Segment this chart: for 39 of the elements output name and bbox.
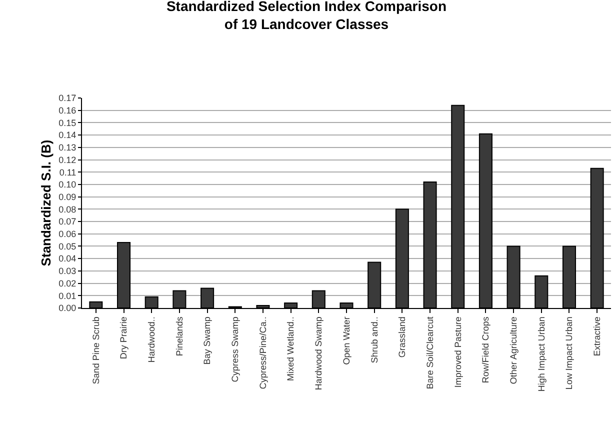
x-tick-label: Cypress/Pine/Ca.. <box>258 316 268 390</box>
y-tick-label: 0.06 <box>58 229 76 240</box>
x-tick-label: Cypress Swamp <box>230 316 240 382</box>
x-tick-label: Bare Soil/Clearcut <box>424 316 435 390</box>
x-tick-label: Bay Swamp <box>202 316 212 365</box>
x-tick-label: Sand Pine Scrub <box>90 316 101 384</box>
y-tick-label: 0.00 <box>58 303 76 314</box>
x-tick-label: Pinelands <box>174 316 184 356</box>
y-tick-label: 0.05 <box>58 241 76 252</box>
x-tick-label: Low Impact Urban <box>564 316 574 390</box>
x-tick-label: Dry Prairie <box>118 316 129 360</box>
chart-title: Standardized Selection Index Comparison of 19 Landcover Classes <box>166 0 447 32</box>
x-tick-label: Hardwood Swamp <box>314 316 324 390</box>
x-tick-label: Mixed Wetland.. <box>286 316 296 381</box>
y-tick-label: 0.12 <box>58 154 76 165</box>
y-tick-label: 0.02 <box>58 278 76 288</box>
x-tick-label: Improved Pasture <box>452 316 463 388</box>
y-tick-label: 0.15 <box>58 118 76 128</box>
x-tick-label: Grassland <box>397 316 408 358</box>
x-tick-label: Hardwood.. <box>146 316 157 363</box>
y-tick-label: 0.08 <box>58 204 76 214</box>
y-tick-label: 0.11 <box>59 167 76 178</box>
y-tick-label: 0.10 <box>58 180 76 190</box>
y-tick-label: 0.04 <box>58 254 76 264</box>
y-tick-label: 0.17 <box>58 93 76 104</box>
x-tick-label: Open Water <box>341 316 352 365</box>
y-tick-label: 0.03 <box>58 266 76 276</box>
y-tick-label: 0.14 <box>58 130 76 140</box>
y-tick-label: 0.13 <box>58 142 76 153</box>
y-tick-label: 0.01 <box>58 290 76 301</box>
x-tick-label: Shrub and.. <box>369 316 380 364</box>
y-axis-title: Standardized S.I. (B) <box>38 140 54 266</box>
x-tick-label: Extractive <box>592 316 602 356</box>
y-tick-label: 0.16 <box>58 106 76 116</box>
y-tick-label: 0.07 <box>58 216 76 227</box>
y-tick-label: 0.09 <box>58 192 76 202</box>
x-tick-label: Row/Field Crops <box>480 316 491 384</box>
x-tick-label: Other Agriculture <box>508 316 518 384</box>
x-tick-label: High Impact Urban <box>536 316 546 392</box>
